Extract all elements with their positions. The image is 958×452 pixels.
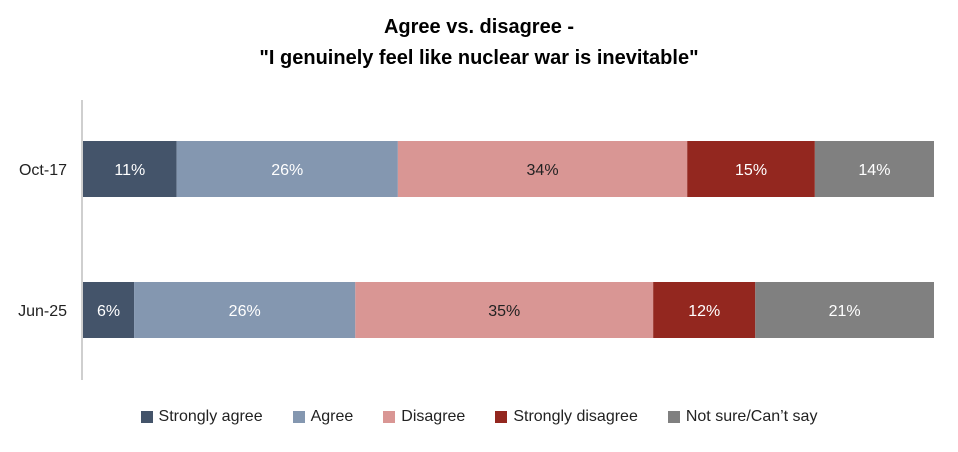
legend-label: Disagree xyxy=(401,408,466,425)
legend-label: Agree xyxy=(310,408,354,425)
data-label: 26% xyxy=(271,162,303,179)
legend-label: Strongly disagree xyxy=(513,408,638,425)
data-label: 11% xyxy=(114,162,145,179)
category-label: Oct-17 xyxy=(19,162,67,179)
bar-segment xyxy=(83,282,135,338)
legend-label: Strongly agree xyxy=(158,408,263,425)
bar-segment xyxy=(397,141,688,197)
legend-label: Not sure/Can’t say xyxy=(685,408,818,425)
legend-swatch xyxy=(292,411,305,423)
legend-swatch xyxy=(140,411,153,423)
data-label: 12% xyxy=(688,303,720,320)
legend: Strongly agree Agree Disagree Strongly disa… xyxy=(0,408,958,426)
bar-segment xyxy=(355,282,654,338)
bar-segment xyxy=(83,141,177,197)
data-label: 26% xyxy=(229,303,261,320)
chart-title-line1: Agree vs. disagree - xyxy=(383,16,575,38)
data-label: 34% xyxy=(527,162,559,179)
bar-segment xyxy=(134,282,356,338)
legend-swatch xyxy=(383,411,396,423)
data-label: 21% xyxy=(829,303,861,320)
bar-segment xyxy=(687,141,815,197)
legend-swatch xyxy=(495,411,508,423)
data-label: 14% xyxy=(858,162,890,179)
data-label: 15% xyxy=(735,162,767,179)
legend-item: Agree xyxy=(292,408,354,426)
chart-title-line2: "I genuinely feel like nuclear war is in… xyxy=(259,47,699,69)
legend-item: Not sure/Can’t say xyxy=(667,408,818,426)
legend-item: Strongly agree xyxy=(140,408,263,426)
legend-item: Disagree xyxy=(383,408,465,426)
bar-segment xyxy=(176,141,398,197)
legend-swatch xyxy=(667,411,680,423)
data-label: 6% xyxy=(97,303,120,320)
legend-item: Strongly disagree xyxy=(495,408,638,426)
bar-segment xyxy=(814,141,934,197)
bar-segment xyxy=(653,282,756,338)
bar-segment xyxy=(755,282,934,338)
data-label: 35% xyxy=(488,303,520,320)
category-label: Jun-25 xyxy=(18,303,67,320)
